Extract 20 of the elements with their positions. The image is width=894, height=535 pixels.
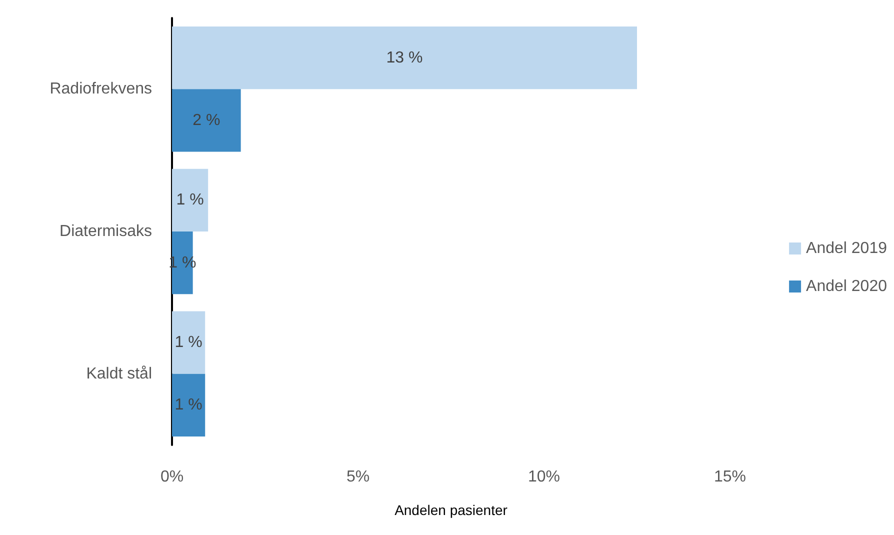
data-label: 2 %: [192, 112, 220, 129]
x-tick-label: 0%: [160, 468, 184, 486]
y-tick-label: Kaldt stål: [86, 365, 152, 382]
data-label: 13 %: [386, 49, 423, 66]
data-label: 1 %: [176, 192, 204, 209]
bar: [172, 89, 241, 152]
data-label: 1 %: [174, 334, 202, 352]
x-tick-label: 15%: [714, 468, 746, 486]
bar: [172, 168, 208, 232]
legend-label: Andel 2019: [806, 240, 888, 257]
x-axis-title: Andelen pasienter: [394, 502, 508, 518]
x-tick-label: 5%: [346, 468, 370, 486]
bar: [172, 26, 637, 90]
y-tick-label: Diatermisaks: [60, 223, 152, 240]
legend-label: Andel 2020: [806, 278, 888, 295]
y-tick-label: Radiofrekvens: [50, 80, 152, 98]
x-tick-label: 10%: [528, 468, 560, 486]
bar: [172, 311, 206, 374]
bar: [172, 374, 206, 436]
data-label: 1 %: [174, 396, 202, 414]
